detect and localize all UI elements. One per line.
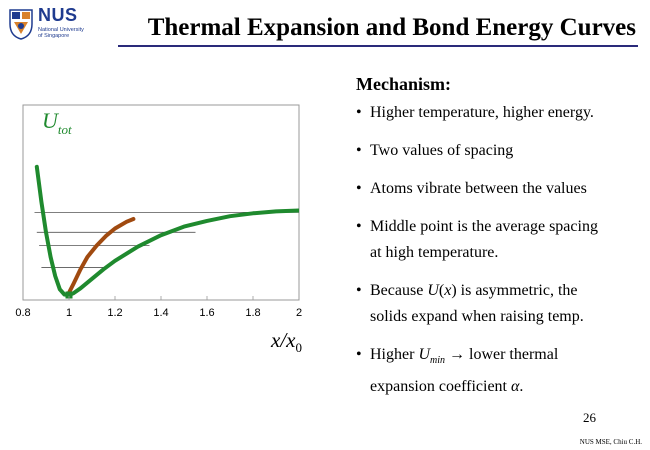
paren-close: ) <box>451 282 457 299</box>
slide-title: Thermal Expansion and Bond Energy Curves <box>147 14 636 41</box>
bullet-text: Middle point is the average spacing <box>370 218 598 235</box>
bullet-item: Atoms vibrate between the values <box>356 176 646 202</box>
energy-subscript: min <box>430 355 445 367</box>
logo-name: NUS <box>38 5 78 25</box>
x-tick-label: 0.8 <box>15 307 30 319</box>
bullet-text: Two values of spacing <box>370 142 514 159</box>
x-axis-label-subscript: 0 <box>295 340 302 355</box>
bullet-text: Because <box>370 282 428 299</box>
curve-label: Utot <box>42 108 72 137</box>
bond-energy-chart: 0.8 1 1.2 1.4 1.6 1.8 2 Utot x/x0 <box>15 104 302 355</box>
logo-subtitle-2: of Singapore <box>38 33 70 39</box>
x-tick-label: 1.2 <box>107 307 122 319</box>
page-number: 26 <box>583 410 596 425</box>
bullet-item: Higher Umin → lower thermal expansion coe… <box>356 342 646 400</box>
energy-curve-line <box>34 164 299 297</box>
paren-open: ( <box>438 282 445 299</box>
energy-symbol: U <box>427 282 439 299</box>
bullet-item: Two values of spacing <box>356 138 646 164</box>
x-tick-label: 1.8 <box>245 307 260 319</box>
title-underline <box>118 45 638 47</box>
position-symbol: x <box>444 282 452 299</box>
curve-label-subscript: tot <box>58 122 72 137</box>
bullet-text-continued: at high temperature. <box>370 244 499 261</box>
energy-symbol: U <box>418 346 430 363</box>
x-tick-label: 1.4 <box>153 307 168 319</box>
bullet-text: Atoms vibrate between the values <box>370 180 587 197</box>
bullet-text: Higher temperature, higher energy. <box>370 104 594 121</box>
x-tick-label: 1 <box>66 307 72 319</box>
energy-minimum-marker <box>65 291 73 299</box>
bullet-item: Middle point is the average spacing at hi… <box>356 214 646 266</box>
bullet-item: Higher temperature, higher energy. <box>356 100 646 126</box>
mechanism-list: Higher temperature, higher energy. Two v… <box>356 100 646 400</box>
average-spacing-line <box>65 217 136 297</box>
mechanism-heading: Mechanism: <box>356 74 451 94</box>
bullet-text-continued: solids expand when raising temp. <box>370 308 584 325</box>
period: . <box>519 378 524 396</box>
bullet-text: is asymmetric, the <box>456 282 578 299</box>
alpha-symbol: α <box>510 378 520 396</box>
logo-subtitle-1: National University <box>38 27 84 33</box>
nus-logo: NUS National University of Singapore <box>8 5 118 46</box>
bullet-text: → lower thermal <box>445 346 559 363</box>
footer-credit: NUS MSE, Chiu C.H. <box>579 438 642 446</box>
bullet-item: Because U(x) is asymmetric, the solids ex… <box>356 278 646 330</box>
bullet-text: Higher <box>370 346 419 363</box>
nus-crest-icon <box>9 9 33 40</box>
x-tick-label: 2 <box>296 307 302 319</box>
bullet-text-continued: expansion coefficient <box>370 378 511 396</box>
x-axis-label: x/x0 <box>270 328 302 355</box>
x-tick-label: 1.6 <box>199 307 214 319</box>
